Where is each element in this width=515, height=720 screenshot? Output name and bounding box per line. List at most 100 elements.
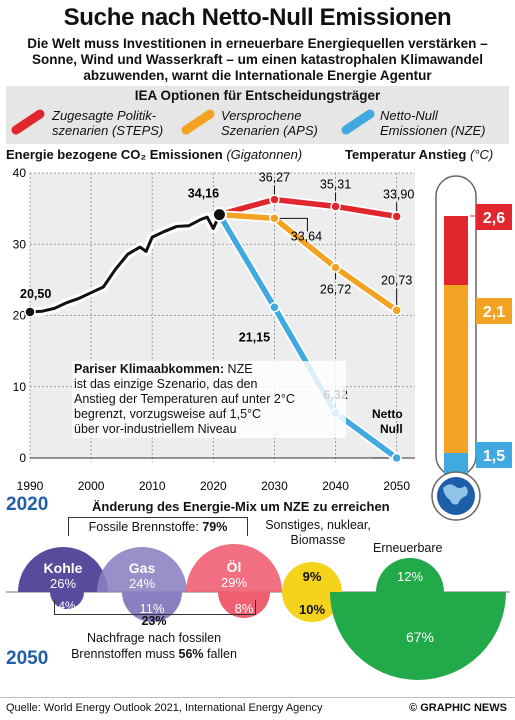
subtitle-line: Sonne, Wind und Wasserkraft – um einen k…	[32, 52, 483, 67]
paris-line: über vor-industriellem Niveau	[74, 422, 237, 436]
mix-name-kohle: Kohle	[44, 560, 83, 576]
y-tick-label: 10	[13, 380, 27, 394]
mix-name-gas: Gas	[129, 560, 156, 576]
mix-2020-value-erneuerbare: 12%	[397, 569, 423, 584]
mix-2050-value-oel: 8%	[235, 601, 254, 616]
mix-2020-erneuerbare	[376, 558, 444, 592]
mix-heading: Änderung des Energie-Mix um NZE zu errei…	[92, 499, 390, 514]
mix-2050-value-kohle: 4%	[58, 599, 76, 613]
paris-line: ist das einzige Szenario, das den	[74, 377, 258, 391]
source-text: Quelle: World Energy Outlook 2021, Inter…	[6, 702, 323, 714]
mix-2020-value-sonstiges: 9%	[303, 569, 322, 584]
value-label: 20,50	[20, 287, 51, 301]
series-line-nze	[216, 211, 400, 461]
paris-line: Anstieg der Temperaturen auf unter 2°C	[74, 392, 295, 406]
mix-2050-kohle	[50, 592, 84, 609]
fossil-2050-pct: 23%	[141, 614, 167, 628]
legend-swatch-aps	[181, 109, 215, 135]
note-bold: 56%	[178, 647, 204, 661]
x-tick-label: 1990	[17, 479, 44, 493]
mix-2020-oel	[186, 544, 282, 592]
fossil-bracket: Fossile Brennstoffe: 79%	[68, 517, 248, 536]
temp-title-text: Temperatur Anstieg	[345, 147, 467, 162]
mix-name-oel: Öl	[227, 559, 242, 575]
mix-2050-value-erneuerbare: 67%	[406, 629, 434, 645]
data-point-steps	[330, 201, 341, 212]
data-point-nze	[391, 452, 402, 464]
thermo-segment-aps	[444, 285, 468, 453]
sonstiges-line: Sonstiges, nuklear,	[265, 518, 371, 532]
value-label: 33,90	[383, 187, 414, 201]
series-line-steps	[216, 196, 400, 220]
value-label: 36,27	[259, 171, 290, 185]
fossil-2050-bracket	[54, 600, 256, 615]
data-point-nze	[269, 302, 280, 313]
legend-item-line: Zugesagte Politik-	[52, 108, 157, 123]
energy-mix-chart: Kohle 26% Gas 24% Öl 29% 9% 12% 4% 11% 8…	[6, 544, 510, 680]
thermo-label-steps: 2,6	[483, 210, 505, 227]
paris-line: begrenzt, vorzugsweise auf 1,5°C	[74, 407, 262, 421]
y-tick-label: 20	[13, 309, 27, 323]
mix-2050-sonstiges	[282, 592, 342, 622]
fossil-note: Nachfrage nach fossilen Brennstoffen mus…	[54, 630, 254, 662]
mix-2020-gas	[97, 547, 187, 592]
thermo-label-bg-aps	[476, 298, 512, 324]
legend-item-steps: Zugesagte Politik- szenarien (STEPS)	[52, 108, 163, 138]
paris-heading-rest: NZE	[224, 362, 253, 376]
data-point-history-end	[211, 207, 227, 223]
data-point-aps	[330, 262, 341, 273]
paris-heading-line: Pariser Klimaabkommen: NZE	[74, 362, 344, 377]
chart-axis-title: Energie bezogene CO₂ Emissionen (Gigaton…	[6, 147, 302, 162]
netto-null-line: Netto	[372, 407, 403, 421]
fossil-note-line: Brennstoffen muss 56% fallen	[54, 646, 254, 662]
x-tick-label: 2040	[322, 479, 349, 493]
sonstiges-label: Sonstiges, nuklear, Biomasse	[250, 518, 386, 548]
series-lines	[25, 195, 402, 463]
legend-item-line: Szenarien (APS)	[221, 123, 318, 138]
x-tick-label: 2050	[383, 479, 410, 493]
thermo-label-aps: 2,1	[483, 304, 505, 321]
mix-2020-value-gas: 24%	[129, 576, 155, 591]
legend-item-nze: Netto-Null Emissionen (NZE)	[380, 108, 485, 138]
axis-title-unit: (Gigatonnen)	[226, 147, 303, 162]
netto-null-line: Null	[380, 422, 403, 436]
thermo-label-bg-nze	[476, 442, 512, 468]
legend-swatch-nze	[341, 109, 375, 135]
temp-title-unit: (°C)	[469, 147, 494, 162]
value-label: 34,16	[188, 187, 219, 201]
mix-2020-value-kohle: 26%	[50, 576, 76, 591]
legend-item-line: Emissionen (NZE)	[380, 123, 486, 138]
mix-2050-value-gas: 11%	[139, 601, 164, 616]
data-point-history-start	[24, 306, 36, 318]
legend-item-aps: Versprochene Szenarien (APS)	[221, 108, 318, 138]
x-tick-label: 2010	[139, 479, 166, 493]
legend-item-line: szenarien (STEPS)	[52, 123, 164, 138]
y-tick-label: 30	[13, 237, 27, 251]
x-tick-label: 2000	[78, 479, 105, 493]
legend-heading: IEA Optionen für Entscheidungsträger	[134, 88, 381, 103]
series-line-history	[28, 213, 221, 314]
mix-2050-erneuerbare	[330, 592, 506, 680]
netto-null-label: Netto Null	[372, 407, 403, 436]
year-2050: 2050	[6, 648, 49, 669]
footer: Quelle: World Energy Outlook 2021, Inter…	[0, 697, 515, 720]
subtitle-line: Die Welt muss Investitionen in erneuerba…	[27, 36, 488, 51]
x-tick-label: 2020	[200, 479, 227, 493]
y-tick-label: 40	[13, 166, 27, 180]
x-axis: 1990 2000 2010 2020 2030 2040 2050	[17, 479, 411, 493]
axis-title-text: Energie bezogene CO₂ Emissionen	[6, 147, 223, 162]
legend-swatch-steps	[11, 109, 45, 135]
globe-land-shape	[443, 484, 468, 505]
legend-panel: IEA Optionen für Entscheidungsträger Zug…	[6, 86, 509, 144]
value-label: 20,73	[381, 273, 412, 287]
paris-heading: Pariser Klimaabkommen:	[74, 362, 225, 376]
y-axis: 0 10 20 30 40	[13, 166, 27, 465]
data-point-steps	[269, 194, 280, 205]
subtitle-line: abzuwenden, warnt die Internationale Ene…	[83, 68, 432, 83]
mix-2050-oel	[218, 592, 270, 618]
fossil-note-line: Nachfrage nach fossilen	[86, 631, 222, 645]
y-tick-label: 0	[19, 451, 26, 465]
erneuerbare-label: Erneuerbare	[373, 541, 443, 555]
value-label: 35,31	[320, 177, 351, 191]
